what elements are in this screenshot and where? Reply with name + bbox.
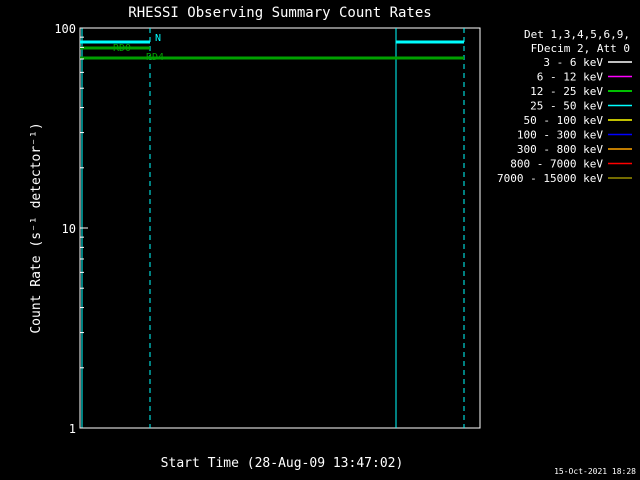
y-tick-label: 1 — [69, 422, 76, 436]
chart-title: RHESSI Observing Summary Count Rates — [128, 5, 431, 21]
legend-label: 50 - 100 keV — [524, 114, 604, 127]
footer-timestamp: 15-Oct-2021 18:28 — [554, 467, 636, 476]
flag-n: N — [80, 33, 464, 44]
legend-label: 6 - 12 keV — [537, 71, 604, 84]
x-axis-label: Start Time (28-Aug-09 13:47:02) — [161, 456, 404, 471]
legend-label: 100 - 300 keV — [517, 129, 603, 142]
legend-label: 300 - 800 keV — [517, 143, 603, 156]
plot-frame — [80, 28, 480, 428]
y-axis-label: Count Rate (s⁻¹ detector⁻¹) — [29, 122, 44, 333]
legend: Det 1,3,4,5,6,9,FDecim 2, Att 03 - 6 keV… — [497, 28, 632, 185]
y-tick-label: 100 — [54, 22, 76, 36]
legend-label: 800 - 7000 keV — [510, 158, 603, 171]
legend-label: 25 - 50 keV — [530, 100, 603, 113]
flag-label: RD4 — [146, 52, 164, 63]
y-tick-label: 10 — [62, 222, 76, 236]
flag-rd0: RD0 — [80, 43, 150, 54]
legend-label: 3 - 6 keV — [543, 56, 603, 69]
plot-border — [80, 28, 480, 428]
flag-rd4: RD4 — [80, 52, 464, 63]
flag-label: N — [155, 33, 161, 44]
legend-header: FDecim 2, Att 0 — [531, 42, 630, 55]
legend-label: 12 - 25 keV — [530, 85, 603, 98]
vertical-markers — [82, 28, 464, 428]
legend-header: Det 1,3,4,5,6,9, — [524, 28, 630, 41]
flag-label: RD0 — [113, 43, 131, 54]
legend-label: 7000 - 15000 keV — [497, 172, 603, 185]
flag-layer: N RD0 RD4 — [80, 33, 464, 63]
